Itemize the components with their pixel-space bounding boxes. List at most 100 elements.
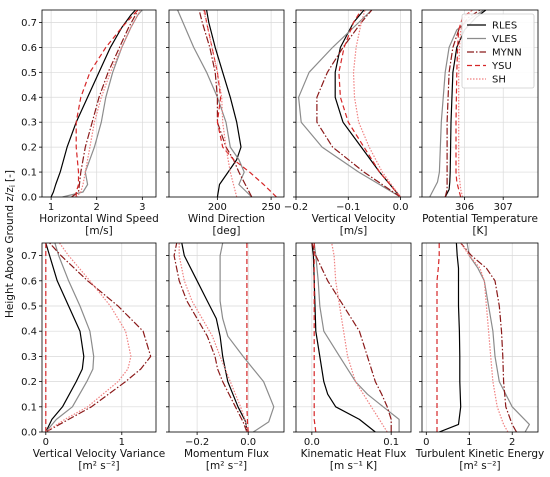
x-axis-unit: [deg]: [213, 225, 241, 237]
y-tick-label: 0.1: [21, 402, 37, 413]
legend-label-ysu: YSU: [491, 61, 512, 72]
legend-label-sh: SH: [492, 75, 506, 86]
x-tick-label: 1: [119, 437, 125, 448]
panel-horizontal-wind-speed: 1 2 3 0.0 0.1 0.2 0.3 0.4 0.5 0.6 0.7 Horizontal Wi…: [21, 9, 159, 237]
x-axis-label: Turbulent Kinetic Energy: [415, 448, 544, 460]
axes-frame: [168, 9, 285, 198]
series-line-sh: [460, 243, 509, 432]
y-tick-label: 0.0: [21, 193, 37, 204]
axes-frame: [168, 242, 285, 433]
series-line-ysu: [338, 10, 401, 197]
x-axis-label: Horizontal Wind Speed: [39, 213, 159, 225]
axes-frame: [295, 9, 412, 198]
legend: RLES VLES MYNN YSU SH: [461, 13, 535, 89]
x-tick-label: 307: [494, 202, 513, 213]
x-axis-unit: [m² s⁻²]: [206, 460, 247, 472]
y-axis-label-unit: [-]: [4, 170, 16, 182]
series-line-ysu: [246, 243, 249, 432]
x-axis-label: Momentum Flux: [184, 448, 269, 460]
y-tick-label: 0.6: [21, 43, 37, 54]
series-line-rles: [50, 10, 136, 197]
series-group: [50, 10, 143, 197]
y-tick-label: 0.3: [21, 352, 37, 363]
series-line-ysu: [75, 10, 139, 197]
legend-box: [461, 13, 535, 89]
y-tick-label: 0.4: [21, 327, 37, 338]
y-tick-label: 0.3: [21, 118, 37, 129]
y-tick-label: 0.5: [21, 68, 37, 79]
series-line-vles: [466, 243, 530, 432]
legend-label-rles: RLES: [492, 21, 517, 32]
x-tick-label: 0.0: [304, 437, 320, 448]
series-line-mynn: [316, 10, 401, 197]
x-tick-label: 0.0: [393, 202, 409, 213]
series-line-mynn: [198, 10, 253, 197]
y-tick-label: 0.4: [21, 93, 37, 104]
x-tick-label: 0: [43, 437, 49, 448]
x-axis-label: Potential Temperature: [422, 213, 538, 225]
series-line-vles: [45, 243, 95, 432]
x-tick-label: 3: [139, 202, 145, 213]
x-tick-label: 306: [455, 202, 474, 213]
series-line-sh: [458, 10, 473, 197]
series-line-rles: [311, 243, 376, 432]
y-tick-label: 0.2: [21, 143, 37, 154]
series-line-vles: [313, 243, 400, 432]
series-line-mynn: [71, 10, 139, 197]
x-tick-label: 0.1: [383, 437, 399, 448]
series-line-rles: [206, 10, 242, 197]
y-tick-label: 0.5: [21, 302, 37, 313]
axes-frame: [41, 242, 157, 433]
x-axis-unit: [m/s]: [85, 225, 112, 237]
x-axis-unit: [m² s⁻²]: [78, 460, 119, 472]
series-group: [298, 10, 401, 197]
x-tick-label: 0.0: [240, 437, 256, 448]
series-line-ysu: [455, 10, 473, 197]
series-line-sh: [75, 10, 141, 197]
series-group: [45, 243, 152, 432]
legend-label-vles: VLES: [492, 34, 517, 45]
x-tick-label: 2: [509, 437, 515, 448]
series-line-sh: [202, 10, 238, 197]
y-tick-label: 0.2: [21, 377, 37, 388]
series-line-rles: [45, 243, 85, 432]
x-tick-label: 250: [262, 202, 281, 213]
series-group: [177, 10, 277, 197]
series-line-mynn: [311, 243, 392, 432]
series-line-ysu: [313, 243, 317, 432]
x-axis-label: Vertical Velocity: [312, 213, 396, 225]
panel-vertical-velocity-variance: 0 1 0.0 0.1 0.2 0.3 0.4 0.5 0.6 0.7 Vertical Veloc…: [21, 242, 166, 472]
x-axis-unit: [K]: [472, 225, 487, 237]
x-axis-unit: [m/s]: [340, 225, 367, 237]
series-line-mynn: [460, 243, 518, 432]
y-tick-label: 0.6: [21, 276, 37, 287]
y-axis-label-main: Height Above Ground z/z: [4, 187, 16, 318]
axes-frame: [295, 242, 412, 433]
legend-label-mynn: MYNN: [492, 48, 522, 59]
x-tick-label: −0.2: [185, 437, 209, 448]
y-tick-label: 0.7: [21, 251, 37, 262]
y-tick-label: 0.7: [21, 18, 37, 29]
y-axis-label-subscript: i: [8, 185, 17, 187]
series-group: [173, 243, 275, 432]
x-tick-label: −0.1: [336, 202, 360, 213]
x-axis-unit: [m² s⁻²]: [459, 460, 500, 472]
axes-frame: [421, 242, 539, 433]
series-group: [311, 243, 400, 432]
series-line-ysu: [203, 10, 277, 197]
x-axis-label: Vertical Velocity Variance: [33, 448, 166, 460]
panels: 1 2 3 0.0 0.1 0.2 0.3 0.4 0.5 0.6 0.7 Horizontal Wi…: [21, 9, 544, 472]
axes-frame: [421, 9, 539, 198]
series-line-vles: [219, 243, 275, 432]
series-line-rles: [334, 10, 401, 197]
y-tick-label: 0.0: [21, 428, 37, 439]
series-line-ysu: [436, 243, 440, 432]
series-line-mynn: [45, 243, 152, 432]
series-line-sh: [45, 243, 132, 432]
series-line-rles: [438, 243, 462, 432]
